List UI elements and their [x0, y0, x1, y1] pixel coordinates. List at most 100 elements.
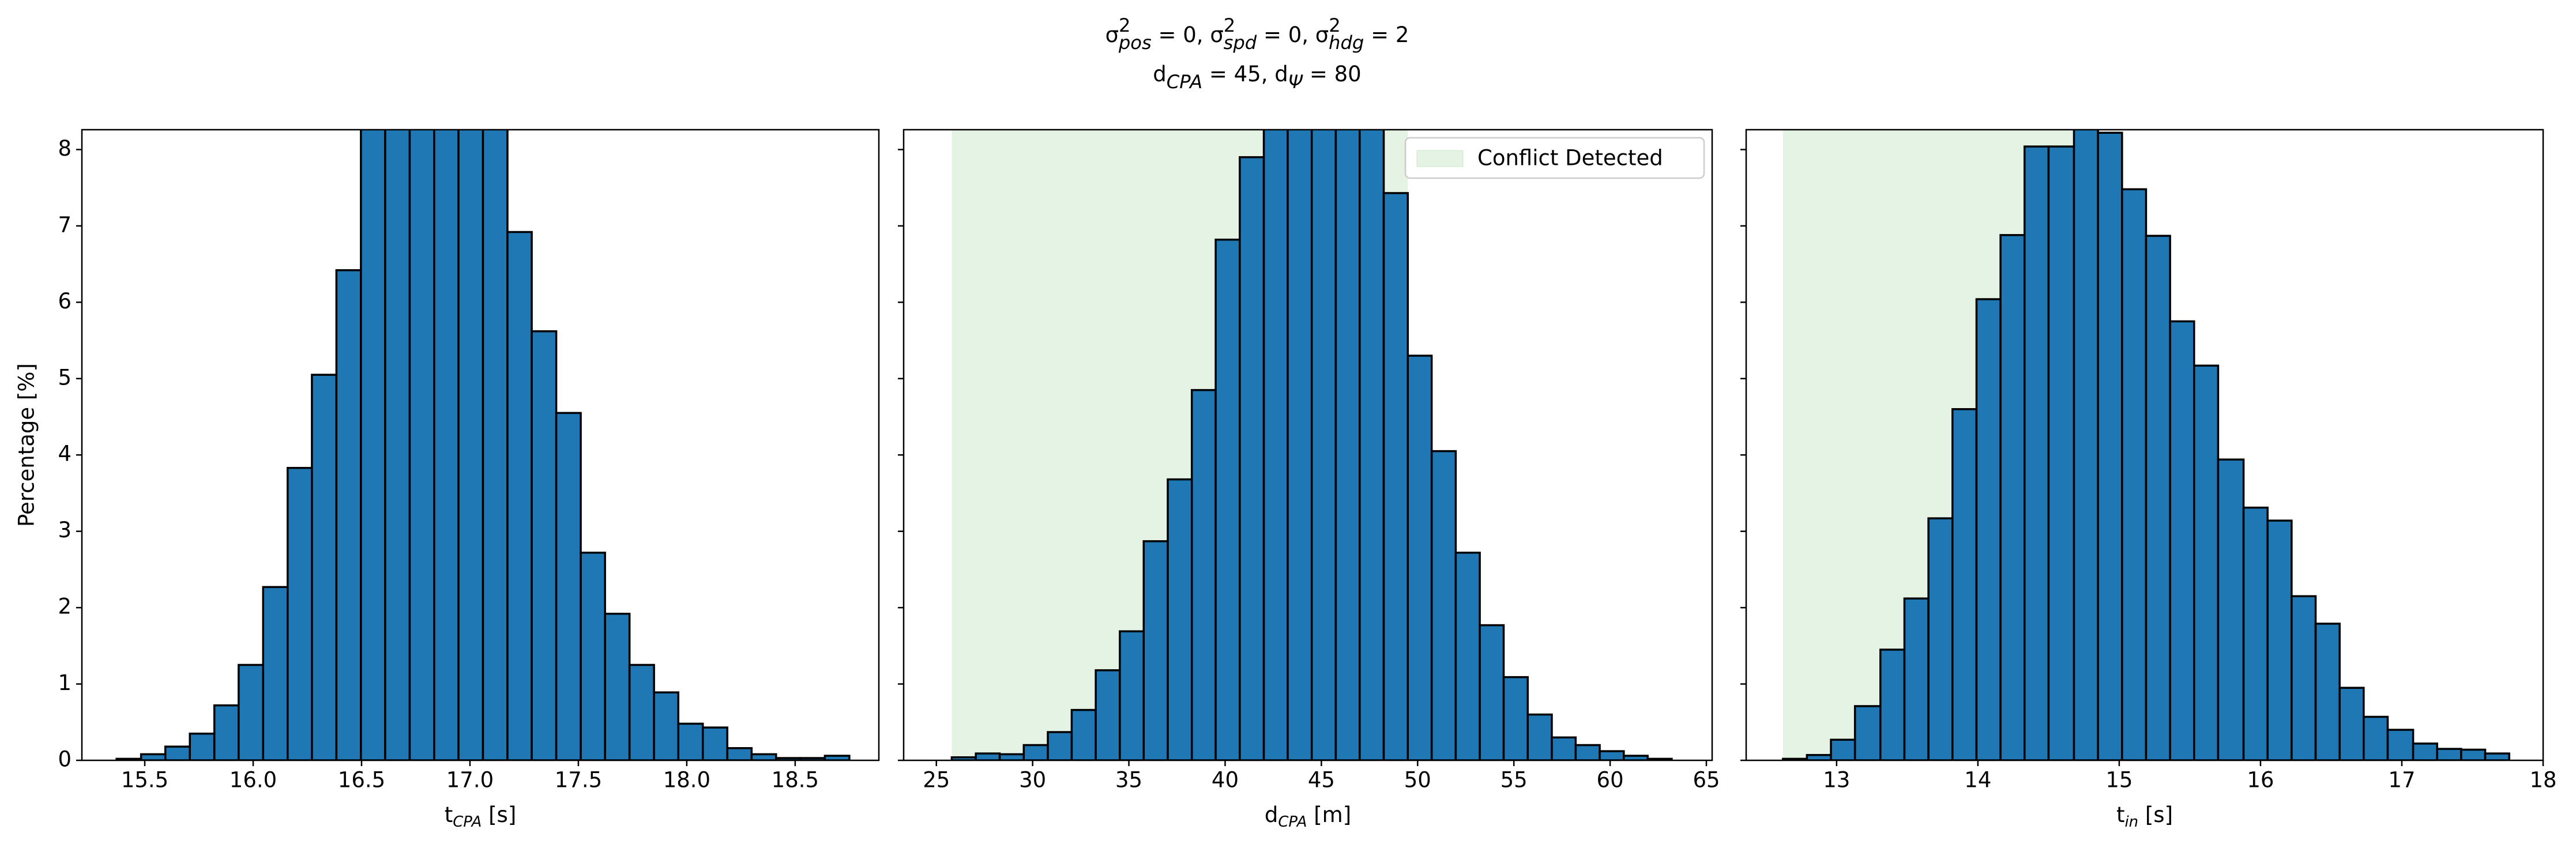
- histogram-bar: [580, 551, 606, 760]
- y-tick-label: 8: [58, 136, 72, 161]
- histogram-bar: [531, 330, 558, 760]
- histogram-bar: [2047, 145, 2075, 760]
- x-tick-label: 55: [1501, 768, 1528, 793]
- histogram-bar: [287, 466, 313, 760]
- histogram-bar: [213, 704, 240, 760]
- histogram-bar: [2266, 519, 2293, 760]
- histogram-bar: [555, 412, 582, 760]
- histogram-bar: [726, 747, 753, 760]
- x-tick-label: 14: [1964, 768, 1991, 793]
- axes-frame: [1745, 129, 2544, 761]
- axes-frame: [902, 129, 1713, 761]
- x-tick-label: 50: [1404, 768, 1431, 793]
- histogram-bar: [2338, 687, 2365, 760]
- histogram-bar: [1526, 713, 1553, 760]
- histogram-bar: [1454, 551, 1481, 760]
- histogram-bar: [311, 374, 338, 760]
- legend-label: Conflict Detected: [1477, 146, 1663, 171]
- plot-area: [115, 130, 851, 760]
- histogram-bar: [1190, 389, 1217, 760]
- x-tick-label: 45: [1308, 768, 1335, 793]
- histogram-bar: [998, 753, 1025, 760]
- histogram-bar: [506, 231, 533, 760]
- histogram-bar: [701, 726, 728, 760]
- histogram-bar: [2314, 623, 2341, 760]
- histogram-bar: [1830, 738, 1856, 760]
- x-tick-label: 16.5: [338, 768, 385, 793]
- histogram-bar: [628, 663, 655, 760]
- y-tick-label: 1: [58, 670, 72, 695]
- x-tick-label: 16: [2247, 768, 2274, 793]
- histogram-bar: [2412, 742, 2438, 760]
- histogram-bar: [2386, 729, 2415, 760]
- histogram-bar: [1214, 238, 1241, 760]
- x-tick-label: 15.5: [121, 768, 168, 793]
- x-tick-label: 15: [2105, 768, 2133, 793]
- histogram-bar: [1806, 753, 1832, 760]
- histogram-bar: [1167, 478, 1193, 760]
- histogram-bar: [2097, 131, 2123, 760]
- histogram-bar: [457, 130, 484, 760]
- histogram-bar: [1574, 744, 1601, 760]
- x-tick-label: 35: [1115, 768, 1142, 793]
- x-tick-label: 17: [2388, 768, 2415, 793]
- histogram-bar: [975, 752, 1001, 760]
- histogram-bar: [1334, 130, 1361, 760]
- histogram-bar: [384, 130, 411, 760]
- histogram-bar: [1903, 597, 1930, 760]
- histogram-bar: [1479, 624, 1505, 760]
- histogram-bar: [2121, 188, 2148, 760]
- histogram-bar: [1287, 130, 1313, 760]
- figure-title: dCPA​ = 45, dΨ​ = 80: [1153, 62, 1361, 93]
- axes-frame: [81, 129, 880, 761]
- histogram-bar: [1502, 676, 1529, 760]
- y-tick-label: 3: [58, 518, 72, 542]
- x-axis-label: tCPA​ [s]: [445, 802, 517, 831]
- histogram-bar: [1382, 192, 1409, 760]
- histogram-bar: [2193, 364, 2220, 760]
- x-tick-label: 30: [1019, 768, 1046, 793]
- histogram-bar: [1599, 750, 1625, 760]
- y-tick-label: 4: [58, 442, 72, 466]
- histogram-bar: [2436, 748, 2462, 760]
- histogram-bar: [1975, 298, 2002, 760]
- histogram-bar: [1999, 234, 2026, 760]
- histogram-bar: [189, 732, 216, 760]
- histogram-bar: [2363, 715, 2389, 760]
- y-tick-label: 7: [58, 212, 72, 237]
- histogram-bar: [2023, 145, 2050, 760]
- histogram-bar: [2242, 506, 2269, 760]
- x-tick-label: 60: [1597, 768, 1624, 793]
- x-tick-label: 18.5: [772, 768, 819, 793]
- histogram-bar: [1359, 130, 1385, 760]
- histogram-bar: [1142, 540, 1169, 760]
- y-axis-label: Percentage [%]: [14, 363, 39, 527]
- x-tick-label: 65: [1693, 768, 1720, 793]
- histogram-bar: [2169, 320, 2195, 760]
- histogram-bar: [1407, 355, 1433, 760]
- y-tick-label: 6: [58, 289, 72, 314]
- x-tick-label: 18.0: [663, 768, 710, 793]
- histogram-bar: [1070, 708, 1097, 760]
- histogram-bar: [1022, 744, 1049, 760]
- x-tick-label: 13: [1823, 768, 1850, 793]
- histogram-bar: [1239, 156, 1265, 760]
- histogram-bar: [2484, 752, 2510, 760]
- histogram-bar: [335, 269, 362, 760]
- histogram-bar: [262, 586, 289, 760]
- x-tick-label: 18: [2529, 768, 2556, 793]
- x-tick-label: 25: [923, 768, 950, 793]
- histogram-bar: [482, 130, 509, 760]
- histogram-bar: [238, 663, 265, 760]
- y-tick-label: 5: [58, 365, 72, 390]
- histogram-bar: [164, 745, 191, 760]
- histogram-bar: [2145, 235, 2171, 760]
- x-axis-label: tin​ [s]: [2116, 802, 2173, 831]
- histogram-bar: [1119, 630, 1145, 760]
- plot-area: [1781, 130, 2510, 760]
- histogram-bar: [1430, 450, 1457, 760]
- plot-area: [950, 130, 1673, 760]
- histogram-bar: [1095, 669, 1121, 760]
- histogram-bar: [677, 722, 704, 760]
